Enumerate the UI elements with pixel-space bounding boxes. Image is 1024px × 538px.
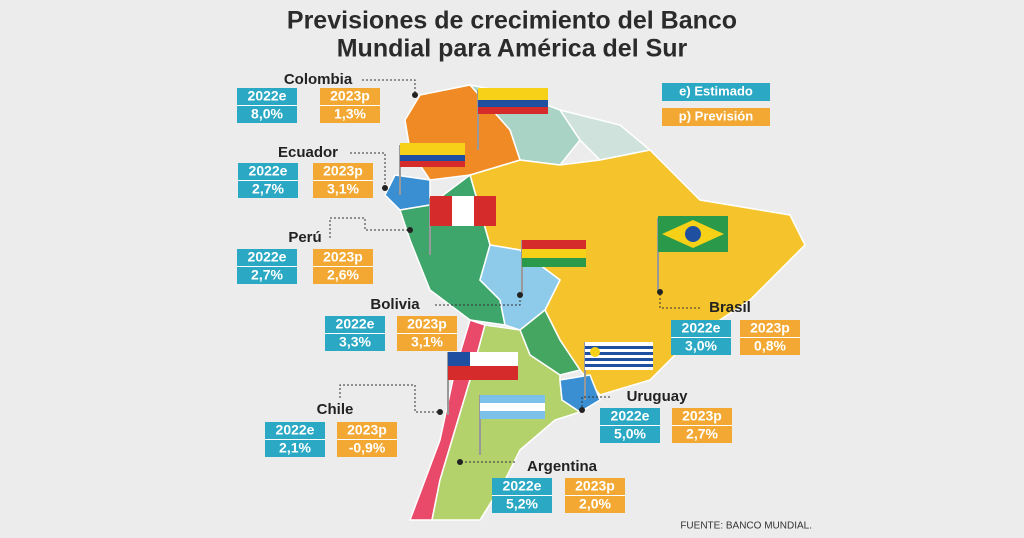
legend-swatch <box>662 83 770 101</box>
period-label: 2023p <box>575 478 615 494</box>
growth-value: 5,0% <box>614 426 646 442</box>
legend-label: e) Estimado <box>679 83 753 98</box>
growth-value: 2,7% <box>686 426 718 442</box>
leader-dot <box>382 185 388 191</box>
growth-value: 2,6% <box>327 267 359 283</box>
period-label: 2023p <box>330 88 370 104</box>
leader-line <box>339 384 440 413</box>
leader-line <box>659 292 700 309</box>
legend-swatch <box>662 108 770 126</box>
leader-dot <box>407 227 413 233</box>
country-name: Argentina <box>527 458 598 475</box>
growth-value: 5,2% <box>506 496 538 512</box>
period-label: 2022e <box>503 478 542 494</box>
country-name: Colombia <box>284 71 353 88</box>
period-label: 2022e <box>276 422 315 438</box>
period-label: 2022e <box>249 163 288 179</box>
leader-line <box>435 295 521 306</box>
country-name: Chile <box>317 401 354 418</box>
flag-bolivia <box>521 240 586 295</box>
flag-chile <box>447 352 518 415</box>
period-label: 2022e <box>682 320 721 336</box>
period-label: 2023p <box>347 422 387 438</box>
period-label: 2023p <box>323 249 363 265</box>
flag-brazil <box>657 216 728 290</box>
argentina <box>431 324 582 521</box>
leader-dot <box>517 292 523 298</box>
growth-value: 3,0% <box>685 338 717 354</box>
period-label: 2022e <box>248 249 287 265</box>
growth-value: -0,9% <box>349 440 386 456</box>
growth-value: 2,1% <box>279 440 311 456</box>
title-line: Mundial para América del Sur <box>337 35 688 63</box>
period-label: 2023p <box>682 408 722 424</box>
period-label: 2022e <box>611 408 650 424</box>
growth-value: 2,7% <box>251 267 283 283</box>
title-line: Previsiones de crecimiento del Banco <box>287 7 737 35</box>
growth-value: 3,1% <box>411 334 443 350</box>
flag-argentina <box>479 395 545 455</box>
period-label: 2023p <box>407 316 447 332</box>
growth-value: 3,3% <box>339 334 371 350</box>
leader-line <box>329 217 410 238</box>
leader-dot <box>437 409 443 415</box>
leader-dot <box>657 289 663 295</box>
flag-uruguay <box>584 342 653 400</box>
source: FUENTE: BANCO MUNDIAL. <box>680 521 812 532</box>
leader-dot <box>457 459 463 465</box>
period-label: 2023p <box>750 320 790 336</box>
growth-value: 2,0% <box>579 496 611 512</box>
country-name: Brasil <box>709 299 751 316</box>
period-label: 2023p <box>323 163 363 179</box>
country-name: Ecuador <box>278 144 338 161</box>
period-label: 2022e <box>248 88 287 104</box>
leader-dot <box>412 92 418 98</box>
growth-value: 3,1% <box>327 181 359 197</box>
flag-ecuador <box>399 143 465 195</box>
period-label: 2022e <box>336 316 375 332</box>
flag-colombia <box>477 88 548 150</box>
growth-value: 8,0% <box>251 106 283 122</box>
flag-peru <box>429 196 496 255</box>
country-name: Uruguay <box>627 388 689 405</box>
country-name: Bolivia <box>370 296 420 313</box>
leader-line <box>362 79 416 95</box>
growth-value: 2,7% <box>252 181 284 197</box>
legend-label: p) Previsión <box>679 108 753 123</box>
growth-value: 0,8% <box>754 338 786 354</box>
growth-value: 1,3% <box>334 106 366 122</box>
leader-line <box>581 396 610 410</box>
flags <box>399 88 728 455</box>
leader-dot <box>579 407 585 413</box>
country-name: Perú <box>288 229 321 246</box>
map <box>384 83 806 521</box>
